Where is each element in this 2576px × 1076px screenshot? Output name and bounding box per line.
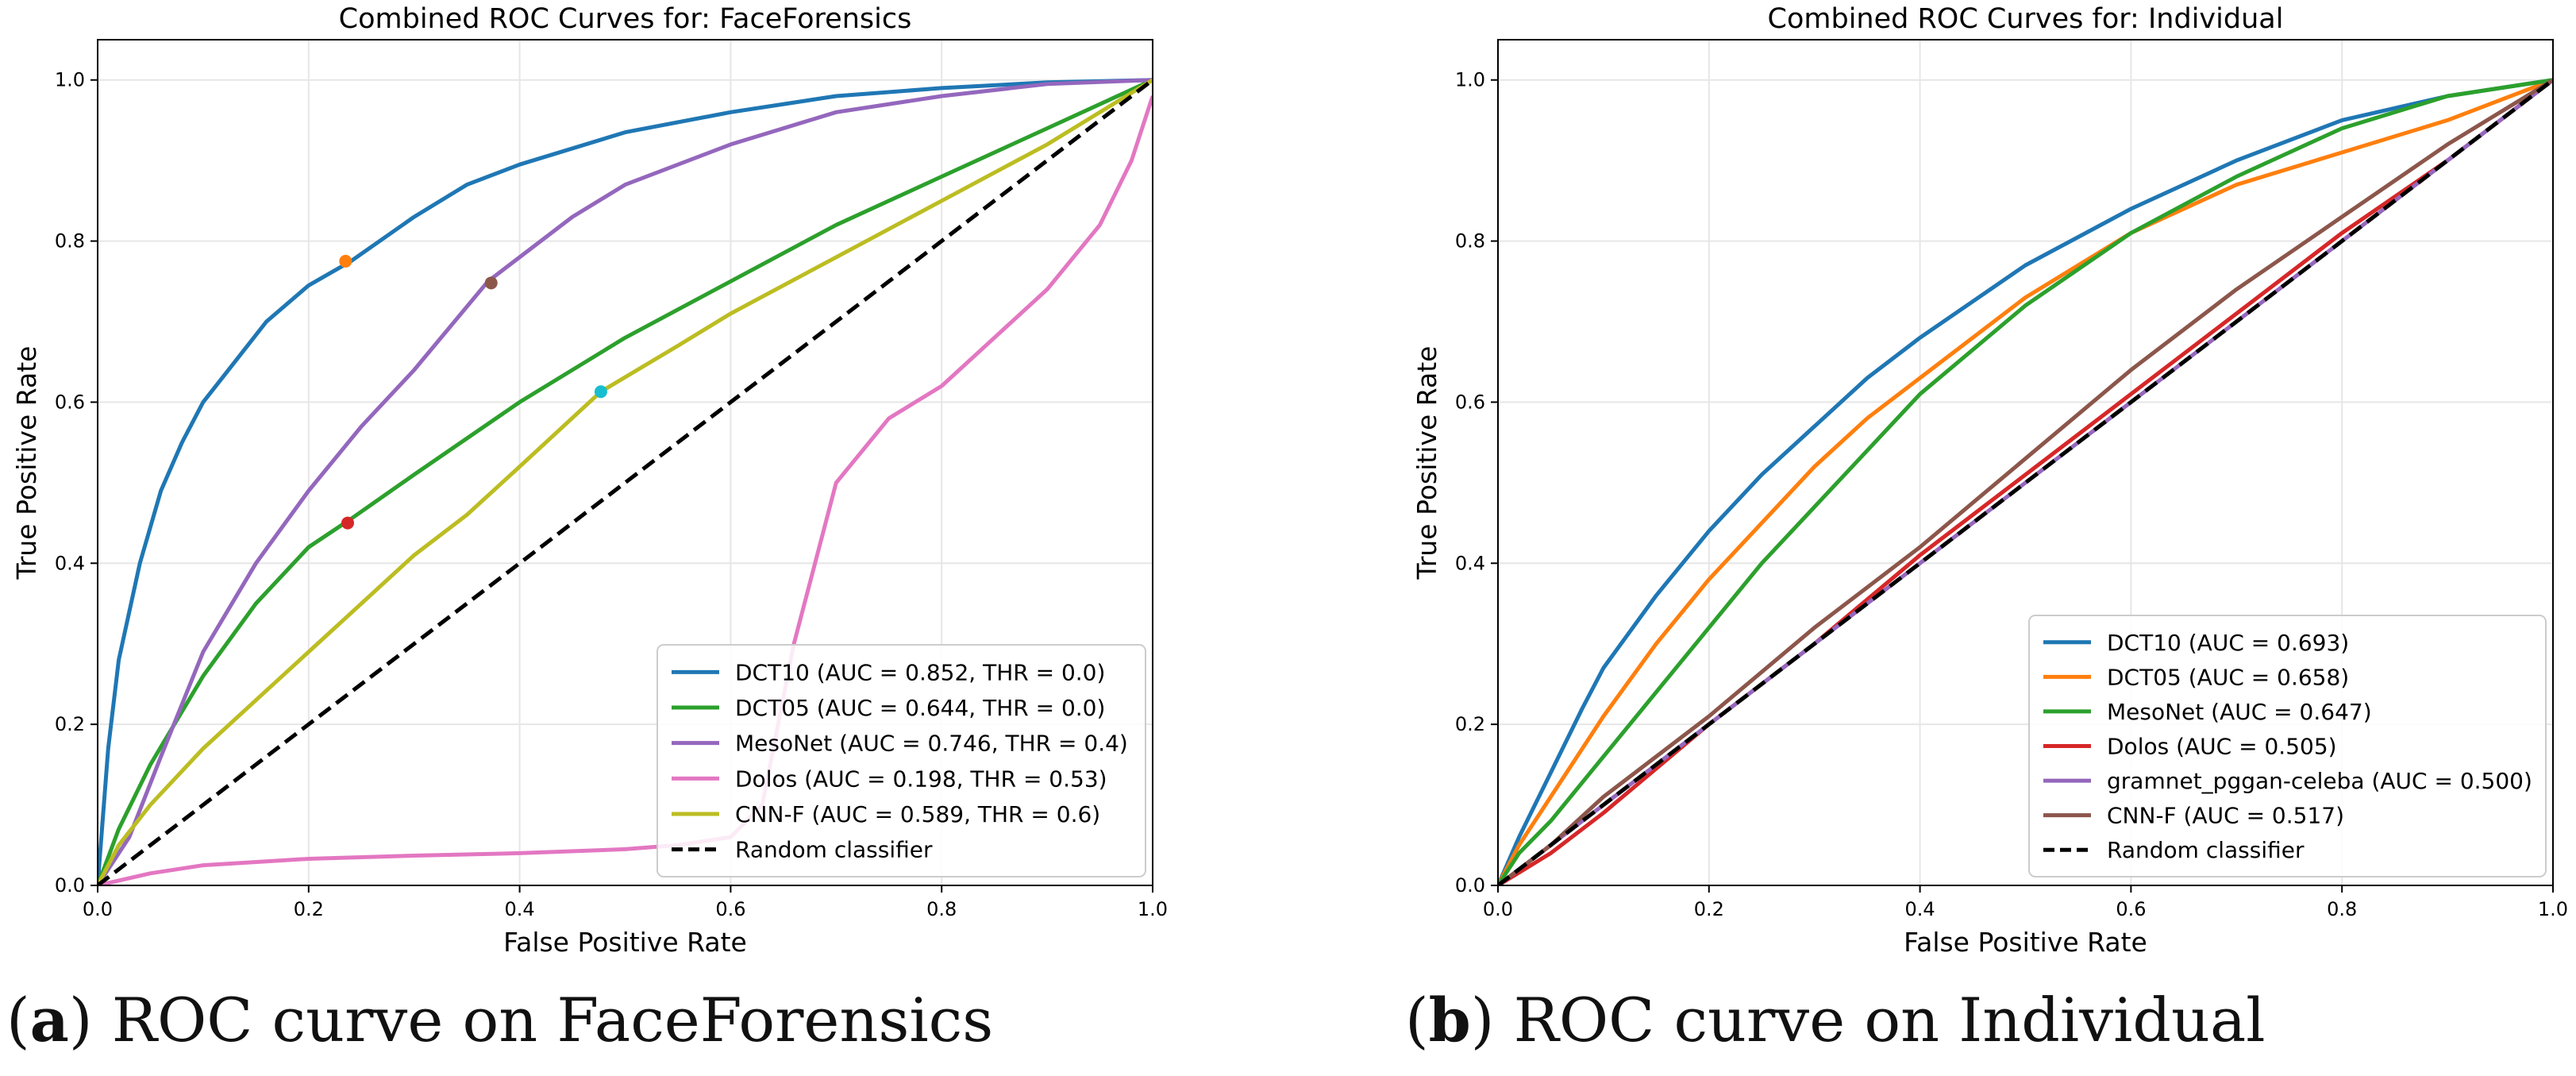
y-axis-label: True Positive Rate — [1411, 346, 1442, 580]
y-tick-label: 1.0 — [1455, 69, 1485, 91]
legend-label: CNN-F (AUC = 0.589, THR = 0.6) — [735, 801, 1100, 827]
y-tick-label: 0.0 — [55, 874, 85, 897]
y-tick-label: 0.6 — [55, 391, 85, 413]
series-line-mesonet — [1498, 78, 2553, 885]
chart-title: Combined ROC Curves for: FaceForensics — [339, 3, 912, 35]
y-tick-label: 0.6 — [1455, 391, 1485, 413]
caption-b: (b) ROC curve on Individual — [1405, 985, 2266, 1055]
legend-label: DCT10 (AUC = 0.693) — [2107, 630, 2349, 656]
series-line-random-classifier — [1498, 78, 2553, 885]
legend-label: gramnet_pggan-celeba (AUC = 0.500) — [2107, 768, 2532, 794]
series-line-dct10 — [98, 78, 1153, 885]
x-tick-label: 0.8 — [2327, 898, 2357, 920]
series-line-cnn-f — [98, 78, 1153, 885]
y-axis-label: True Positive Rate — [11, 346, 42, 580]
axes-frame — [97, 39, 1153, 886]
legend-label: Dolos (AUC = 0.505) — [2107, 734, 2337, 760]
series-line-mesonet — [98, 78, 1153, 885]
x-axis-label: False Positive Rate — [1904, 927, 2147, 958]
legend: DCT10 (AUC = 0.693) DCT05 (AUC = 0.658) Me… — [2028, 615, 2547, 877]
legend-label: Random classifier — [735, 837, 933, 863]
x-tick-label: 1.0 — [2538, 898, 2568, 920]
x-tick-label: 0.4 — [505, 898, 535, 920]
x-tick-label: 0.0 — [1483, 898, 1513, 920]
series-line-random-classifier — [98, 78, 1153, 885]
y-tick-label: 0.2 — [55, 713, 85, 735]
legend-box — [657, 644, 1146, 877]
x-tick-label: 0.6 — [715, 898, 745, 920]
x-tick-label: 0.4 — [1905, 898, 1935, 920]
threshold-point-dct10 — [339, 254, 352, 268]
legend-label: Dolos (AUC = 0.198, THR = 0.53) — [735, 766, 1107, 792]
y-tick-label: 0.8 — [55, 230, 85, 253]
axes-frame — [1497, 39, 2554, 886]
y-tick-label: 0.4 — [1455, 552, 1485, 574]
legend-label: Random classifier — [2107, 837, 2305, 863]
chart-panel-1: 0.0 0.2 0.4 0.6 0.8 1.0 0.0 0.2 0.4 0.6 0.8 1.0 Comb… — [11, 3, 1168, 958]
legend-label: MesoNet (AUC = 0.647) — [2107, 699, 2372, 725]
y-tick-label: 0.4 — [55, 552, 85, 574]
legend-label: DCT05 (AUC = 0.658) — [2107, 664, 2349, 690]
y-tick-label: 0.8 — [1455, 230, 1485, 253]
x-tick-label: 0.6 — [2116, 898, 2146, 920]
threshold-point-dct05 — [341, 516, 354, 530]
legend: DCT10 (AUC = 0.852, THR = 0.0) DCT05 (AUC… — [657, 644, 1146, 877]
chart-title: Combined ROC Curves for: Individual — [1768, 3, 2284, 35]
x-tick-label: 0.0 — [83, 898, 113, 920]
threshold-point-cnn-f — [594, 385, 607, 399]
y-tick-label: 0.0 — [1455, 874, 1485, 897]
x-tick-label: 0.8 — [926, 898, 957, 920]
y-tick-label: 1.0 — [55, 69, 85, 91]
legend-label: MesoNet (AUC = 0.746, THR = 0.4) — [735, 731, 1128, 757]
series-line-dct10 — [1498, 78, 2553, 885]
x-tick-label: 0.2 — [294, 898, 324, 920]
x-axis-label: False Positive Rate — [503, 927, 747, 958]
threshold-point-mesonet — [484, 276, 498, 290]
x-tick-label: 1.0 — [1138, 898, 1168, 920]
series-line-dolos — [1498, 78, 2553, 885]
legend-label: DCT10 (AUC = 0.852, THR = 0.0) — [735, 659, 1105, 685]
legend-label: CNN-F (AUC = 0.517) — [2107, 803, 2344, 829]
y-tick-label: 0.2 — [1455, 713, 1485, 735]
chart-panel-2: 0.0 0.2 0.4 0.6 0.8 1.0 0.0 0.2 0.4 0.6 0.8 1.0 Comb… — [1411, 3, 2568, 958]
series-line-dct05 — [1498, 78, 2553, 885]
legend-label: DCT05 (AUC = 0.644, THR = 0.0) — [735, 695, 1105, 721]
series-line-cnn-f — [1498, 78, 2553, 885]
caption-a: (a) ROC curve on FaceForensics — [6, 985, 994, 1055]
legend-box — [2028, 615, 2547, 877]
x-tick-label: 0.2 — [1694, 898, 1724, 920]
